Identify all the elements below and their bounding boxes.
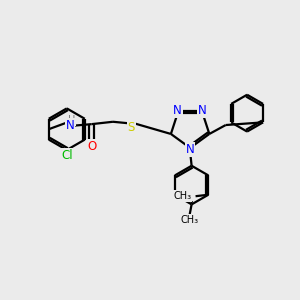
Text: CH₃: CH₃ [180, 215, 198, 225]
Text: N: N [186, 143, 194, 156]
Text: O: O [87, 140, 96, 153]
Text: N: N [66, 119, 74, 132]
Text: H: H [68, 115, 75, 125]
Text: N: N [173, 104, 182, 117]
Text: S: S [128, 121, 135, 134]
Text: CH₃: CH₃ [173, 191, 191, 201]
Text: Cl: Cl [61, 149, 73, 162]
Text: N: N [198, 104, 207, 117]
